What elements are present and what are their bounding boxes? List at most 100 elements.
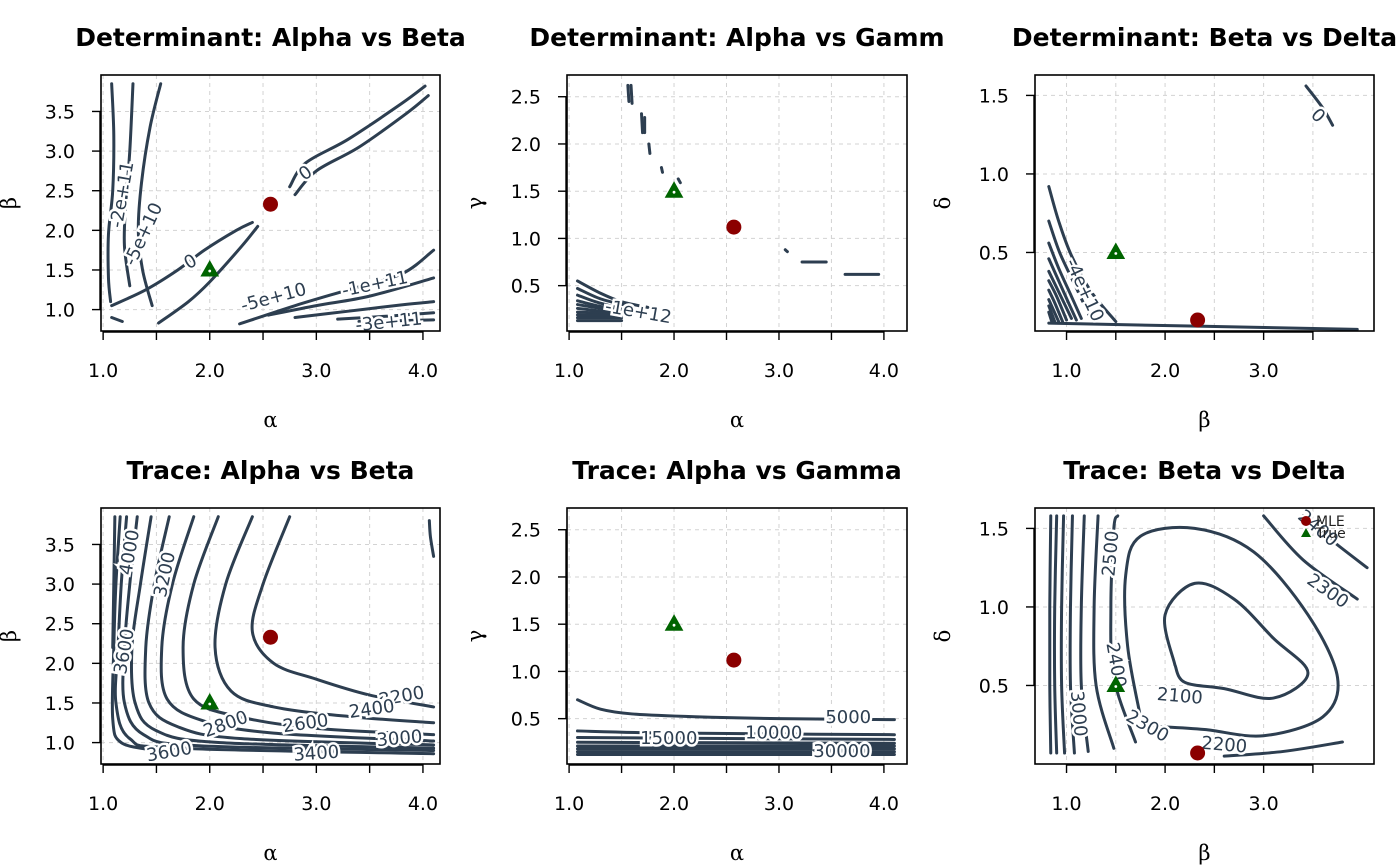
y-tick-label: 0.5 [511,709,541,731]
legend-label-true: True [1315,526,1346,542]
contour-line-1 [1304,84,1335,127]
contour-line-10 [293,300,436,320]
contour-line-3 [575,736,896,741]
x-tick-label: 4.0 [869,793,899,815]
contour-line-5 [157,224,260,325]
contour-line-11 [336,311,436,321]
contour-lines [106,82,436,326]
contour-label: -2e+11 [106,160,138,230]
x-tick-label: 2.0 [659,360,689,382]
y-axis-label: β [0,630,21,642]
x-axis-label: β [1198,408,1210,432]
y-tick-label: 1.5 [45,693,75,715]
contour-line-1 [1162,581,1310,700]
contour-line-10 [1047,304,1057,324]
contour-line-9 [110,515,158,753]
y-tick-label: 1.0 [45,733,75,755]
x-tick-label: 1.0 [554,360,584,382]
y-tick-label: 1.0 [511,228,541,250]
contour-line-9 [1059,514,1067,755]
panel-title: Trace: Alpha vs Gamma [572,456,901,485]
contour-line-18 [575,313,624,318]
x-axis-label: α [730,841,744,865]
panel-5: 5000 10000 15000 30000 1.0 2.0 3.0 4.0 0.5 1.0 1.5… [463,456,908,865]
y-tick-label: 3.0 [45,574,75,596]
contour-label: 3000 [376,726,423,751]
panel-1: -2e+11-5e+10 00-5e+10 -1e+11-3e+111.0 2.0 3.… [0,23,466,432]
panel-title: Determinant: Alpha vs Gamm [529,23,944,52]
contour-lines [575,83,881,323]
y-tick-label: 2.0 [511,134,541,156]
y-tick-label: 0.5 [979,675,1009,697]
x-tick-label: 3.0 [1249,793,1279,815]
contour-line-7 [1047,279,1069,322]
mle-point [263,196,278,212]
contour-labels: 0-4e+10 [1058,102,1332,328]
contour-line-12 [1047,321,1359,331]
contour-line-12 [1222,740,1344,758]
contour-line-17 [575,310,624,316]
panel-title: Determinant: Beta vs Delta [1012,23,1397,52]
contour-line-6 [288,84,427,189]
legend-label-mle: MLE [1316,514,1345,530]
x-tick-label: 4.0 [408,360,438,382]
panel-3: 0-4e+10 1.0 2.0 3.0 0.5 1.0 1.5 Determinant: Be… [931,23,1397,432]
panel-title: Trace: Alpha vs Beta [127,456,415,485]
contour-line-2 [629,83,634,105]
contour-line-13 [575,293,618,309]
contour-line-8 [113,515,436,756]
y-tick-label: 2.5 [45,181,75,203]
y-tick-label: 3.0 [45,141,75,163]
y-tick-label: 1.5 [45,260,75,282]
contour-line-5 [1047,257,1078,322]
contour-label: 0 [1306,104,1329,127]
contour-line-1 [106,82,116,304]
x-tick-label: 2.0 [659,793,689,815]
x-tick-label: 2.0 [1150,360,1180,382]
true-point [1106,675,1126,692]
true-point [664,614,684,631]
x-tick-label: 4.0 [869,360,899,382]
y-tick-label: 1.5 [979,85,1009,107]
true-point-dot [672,190,676,194]
true-point-dot [1114,252,1118,255]
x-tick-label: 3.0 [764,360,794,382]
contour-label: 3400 [293,742,340,766]
y-axis: 0.5 1.0 1.5 2.0 2.5 [511,520,567,731]
panel-title: Determinant: Alpha vs Beta [75,23,466,52]
contour-line-7 [293,94,430,197]
contour-label: 3200 [150,550,180,599]
contour-label: 2500 [1098,530,1123,577]
plot-frame [100,74,441,332]
true-point-dot [208,702,212,706]
contour-line-2 [575,729,896,737]
y-axis-label: δ [931,630,955,643]
y-tick-label: 1.0 [511,661,541,683]
contour-line-2 [213,515,436,725]
contour-label: 5000 [825,707,871,728]
contour-label: 2600 [282,710,330,737]
contour-line-6 [1092,514,1116,750]
contour-line-8 [1047,288,1065,324]
contour-line-7 [121,515,436,753]
y-tick-label: 2.5 [45,614,75,636]
mle-point [263,629,278,645]
contour-line-5 [143,515,436,747]
grid-lines [567,75,907,331]
x-axis-label: β [1198,841,1210,865]
contour-line-3 [181,515,436,737]
y-tick-label: 3.5 [45,534,75,556]
contour-line-7 [676,177,682,185]
y-tick-label: 1.5 [979,518,1009,540]
contour-label: 2100 [1156,684,1203,709]
y-tick-label: 2.5 [511,520,541,542]
plot-frame [100,507,441,765]
contour-line-7 [1079,514,1090,753]
mle-point [1190,745,1206,761]
x-tick-label: 3.0 [301,793,331,815]
contour-line-10 [1052,514,1059,755]
panel-title: Trace: Beta vs Delta [1063,456,1346,485]
y-axis-label: γ [463,630,487,643]
contour-label: 15000 [640,728,697,749]
